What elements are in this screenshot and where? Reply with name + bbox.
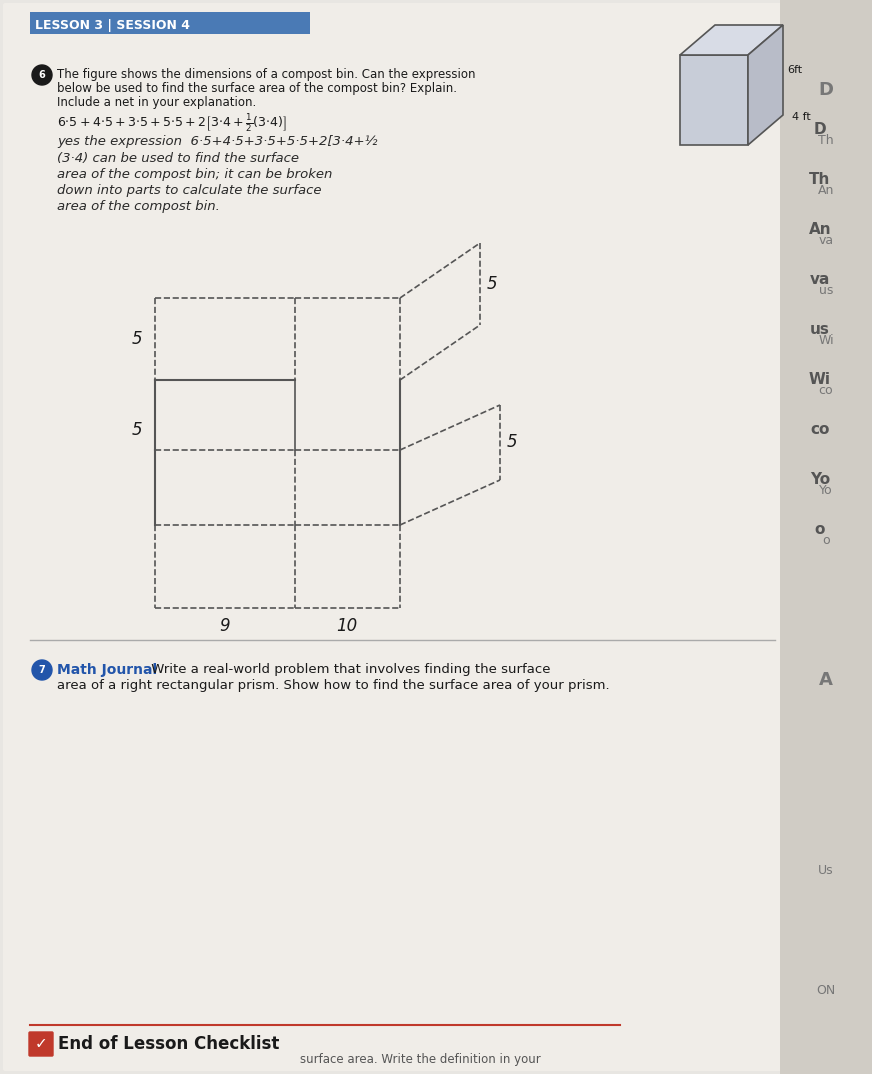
- Text: 6: 6: [38, 70, 45, 79]
- Polygon shape: [680, 55, 748, 145]
- Text: 10: 10: [337, 616, 358, 635]
- Text: 9: 9: [220, 616, 230, 635]
- FancyBboxPatch shape: [3, 3, 869, 1071]
- Text: Us: Us: [818, 863, 834, 876]
- Text: area of the compost bin.: area of the compost bin.: [57, 200, 220, 213]
- Text: o: o: [814, 522, 825, 537]
- Polygon shape: [680, 25, 783, 55]
- Text: Th: Th: [809, 173, 831, 188]
- Text: (3·4) can be used to find the surface: (3·4) can be used to find the surface: [57, 153, 299, 165]
- FancyBboxPatch shape: [29, 1032, 53, 1056]
- Text: Include a net in your explanation.: Include a net in your explanation.: [57, 96, 256, 108]
- Text: 5: 5: [507, 433, 517, 451]
- Text: below be used to find the surface area of the compost bin? Explain.: below be used to find the surface area o…: [57, 82, 457, 95]
- Text: 6ft: 6ft: [787, 66, 802, 75]
- Text: 5: 5: [487, 275, 497, 293]
- Text: co: co: [819, 383, 834, 396]
- Text: co: co: [810, 422, 829, 437]
- Text: 5: 5: [132, 421, 142, 439]
- Text: ON: ON: [816, 984, 835, 997]
- Text: down into parts to calculate the surface: down into parts to calculate the surface: [57, 184, 322, 197]
- Circle shape: [32, 66, 52, 85]
- Text: ✓: ✓: [35, 1036, 47, 1051]
- Text: 4 ft: 4 ft: [792, 112, 810, 122]
- Text: Wi: Wi: [809, 373, 831, 388]
- Text: area of the compost bin; it can be broken: area of the compost bin; it can be broke…: [57, 168, 332, 182]
- Text: 5: 5: [132, 330, 142, 348]
- Text: A: A: [819, 671, 833, 690]
- Text: End of Lesson Checklist: End of Lesson Checklist: [58, 1035, 279, 1053]
- Text: o: o: [822, 534, 830, 547]
- Text: 7: 7: [38, 665, 45, 674]
- Text: D: D: [819, 81, 834, 99]
- Text: $6{\cdot}5+4{\cdot}5+3{\cdot}5+5{\cdot}5+2\left[3{\cdot}4+\frac{1}{2}(3{\cdot}4): $6{\cdot}5+4{\cdot}5+3{\cdot}5+5{\cdot}5…: [57, 112, 287, 134]
- Text: Wi: Wi: [818, 334, 834, 347]
- Text: Write a real-world problem that involves finding the surface: Write a real-world problem that involves…: [147, 663, 550, 676]
- Text: D: D: [814, 122, 827, 137]
- Polygon shape: [748, 25, 783, 145]
- Text: LESSON 3 | SESSION 4: LESSON 3 | SESSION 4: [35, 19, 190, 32]
- Text: An: An: [818, 184, 835, 197]
- Circle shape: [32, 661, 52, 680]
- Text: surface area. Write the definition in your: surface area. Write the definition in yo…: [300, 1054, 541, 1066]
- Text: yes the expression  6·5+4·5+3·5+5·5+2[3·4+½: yes the expression 6·5+4·5+3·5+5·5+2[3·4…: [57, 135, 378, 148]
- Text: us: us: [810, 322, 830, 337]
- Text: va: va: [819, 233, 834, 247]
- Text: An: An: [808, 222, 831, 237]
- Text: Th: Th: [818, 133, 834, 146]
- Bar: [780, 0, 872, 1074]
- Text: area of a right rectangular prism. Show how to find the surface area of your pri: area of a right rectangular prism. Show …: [57, 679, 610, 692]
- Text: Yo: Yo: [810, 473, 830, 488]
- Bar: [30, 12, 310, 34]
- Text: Math Journal: Math Journal: [57, 663, 157, 677]
- Text: us: us: [819, 284, 833, 296]
- Text: Yo: Yo: [819, 483, 833, 496]
- Text: va: va: [810, 273, 830, 288]
- Text: The figure shows the dimensions of a compost bin. Can the expression: The figure shows the dimensions of a com…: [57, 68, 475, 81]
